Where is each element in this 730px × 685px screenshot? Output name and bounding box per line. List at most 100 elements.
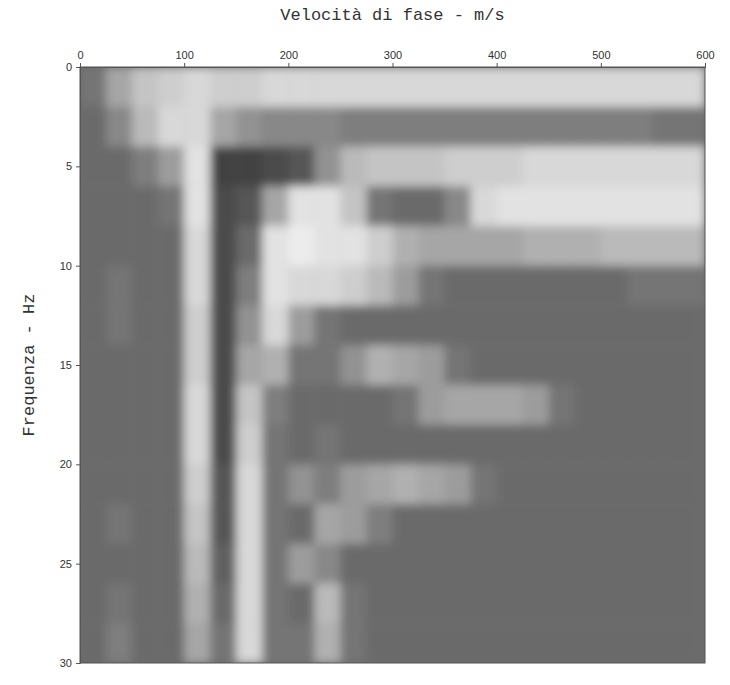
- cell: [393, 345, 420, 385]
- cell: [340, 266, 367, 306]
- cell: [132, 623, 159, 663]
- cell: [80, 544, 107, 584]
- cell: [445, 226, 472, 266]
- cell: [210, 504, 237, 544]
- cell: [340, 226, 367, 266]
- cell: [236, 464, 263, 504]
- x-tick-mark: [393, 63, 394, 67]
- cell: [601, 584, 628, 624]
- cell: [601, 345, 628, 385]
- cell: [575, 266, 602, 306]
- cell: [575, 464, 602, 504]
- y-tick-mark: [76, 464, 80, 465]
- cell: [314, 146, 341, 186]
- cell: [445, 425, 472, 465]
- cell: [497, 425, 524, 465]
- cell: [366, 266, 393, 306]
- cell: [523, 623, 550, 663]
- cell: [366, 186, 393, 226]
- cell: [497, 107, 524, 147]
- cell: [471, 186, 498, 226]
- cell: [627, 146, 654, 186]
- cell: [288, 67, 315, 107]
- cell: [80, 425, 107, 465]
- cell: [184, 305, 211, 345]
- cell: [132, 504, 159, 544]
- cell: [653, 584, 680, 624]
- cell: [210, 425, 237, 465]
- x-tick: 400: [488, 49, 506, 67]
- cell: [575, 67, 602, 107]
- cell: [523, 266, 550, 306]
- cell: [601, 305, 628, 345]
- cell: [184, 584, 211, 624]
- y-tick: 20: [60, 458, 80, 470]
- cell: [236, 226, 263, 266]
- cell: [106, 425, 133, 465]
- cell: [340, 186, 367, 226]
- cell: [210, 623, 237, 663]
- cell: [236, 544, 263, 584]
- cell: [106, 67, 133, 107]
- cell: [158, 345, 185, 385]
- cell: [158, 623, 185, 663]
- y-tick-label: 0: [66, 61, 72, 73]
- cell: [262, 584, 289, 624]
- cell: [523, 67, 550, 107]
- cell: [158, 305, 185, 345]
- cell: [393, 425, 420, 465]
- cell: [679, 584, 705, 624]
- cell: [262, 504, 289, 544]
- cell: [575, 425, 602, 465]
- cell: [575, 584, 602, 624]
- cell: [419, 266, 446, 306]
- cell: [601, 623, 628, 663]
- y-tick-label: 25: [60, 558, 72, 570]
- cell: [627, 623, 654, 663]
- y-tick-label: 20: [60, 458, 72, 470]
- cell: [106, 623, 133, 663]
- cell: [419, 623, 446, 663]
- cell: [184, 186, 211, 226]
- cell: [340, 385, 367, 425]
- cell: [627, 266, 654, 306]
- cell: [679, 425, 705, 465]
- y-tick-mark: [76, 67, 80, 68]
- cell: [471, 226, 498, 266]
- cell: [366, 623, 393, 663]
- x-axis: 0100200300400500600: [77, 49, 714, 68]
- cell: [288, 266, 315, 306]
- x-axis-line: [81, 63, 706, 68]
- cell: [132, 146, 159, 186]
- x-tick-label: 200: [280, 49, 298, 61]
- cell: [523, 544, 550, 584]
- cell: [419, 584, 446, 624]
- cell: [497, 623, 524, 663]
- cell: [471, 107, 498, 147]
- cell: [288, 146, 315, 186]
- cell: [262, 623, 289, 663]
- cell: [366, 305, 393, 345]
- cell: [340, 623, 367, 663]
- y-tick: 5: [66, 160, 80, 172]
- cell: [184, 464, 211, 504]
- cell: [445, 305, 472, 345]
- cell: [393, 544, 420, 584]
- cell: [471, 305, 498, 345]
- cell: [236, 504, 263, 544]
- cell: [653, 107, 680, 147]
- cell: [419, 107, 446, 147]
- cell: [106, 345, 133, 385]
- cell: [575, 623, 602, 663]
- cell: [314, 226, 341, 266]
- cell: [80, 107, 107, 147]
- cell: [627, 544, 654, 584]
- cell: [132, 305, 159, 345]
- cells-clip: [80, 67, 705, 663]
- cell: [236, 67, 263, 107]
- cell: [497, 305, 524, 345]
- cell: [262, 266, 289, 306]
- cell: [262, 226, 289, 266]
- cell: [314, 67, 341, 107]
- cell: [419, 146, 446, 186]
